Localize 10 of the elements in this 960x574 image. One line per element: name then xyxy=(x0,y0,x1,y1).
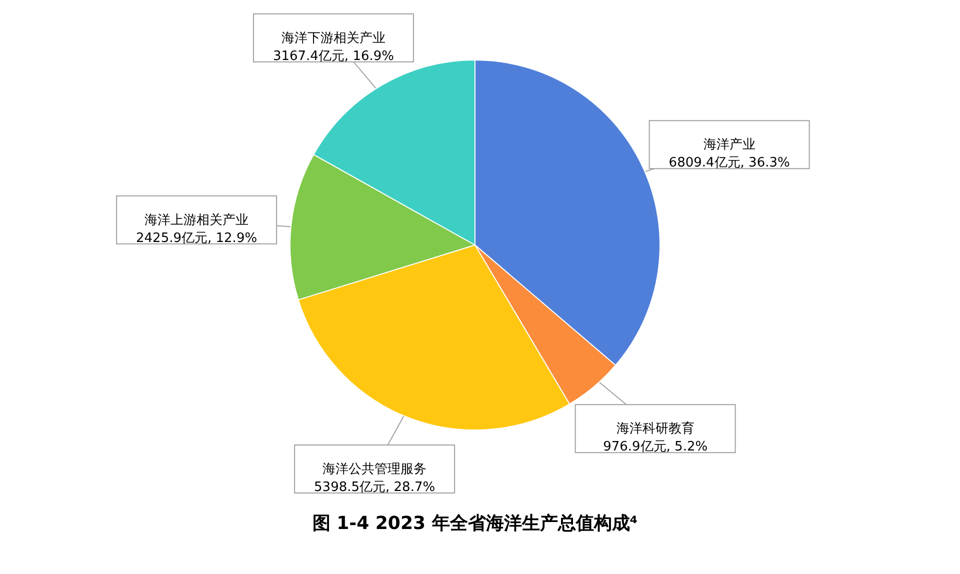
text: 图 1-4 2023 年全省海洋生产总值构成⁴ xyxy=(312,513,638,534)
data-label: 3167.4亿元, 16.9% xyxy=(272,48,394,64)
slice-label: 海洋科研教育 xyxy=(616,420,694,437)
data-label: 2425.9亿元, 12.9% xyxy=(136,230,258,246)
slice-label: 海洋产业 xyxy=(703,138,756,153)
data-label: 976.9亿元, 5.2% xyxy=(603,440,708,455)
slice-label: 海洋下游相关产业 xyxy=(281,30,386,46)
slice-label: 海洋上游相关产业 xyxy=(144,212,249,228)
data-label: 5398.5亿元, 28.7% xyxy=(314,480,436,496)
slice-label: 海洋公共管理服务 xyxy=(322,462,427,478)
